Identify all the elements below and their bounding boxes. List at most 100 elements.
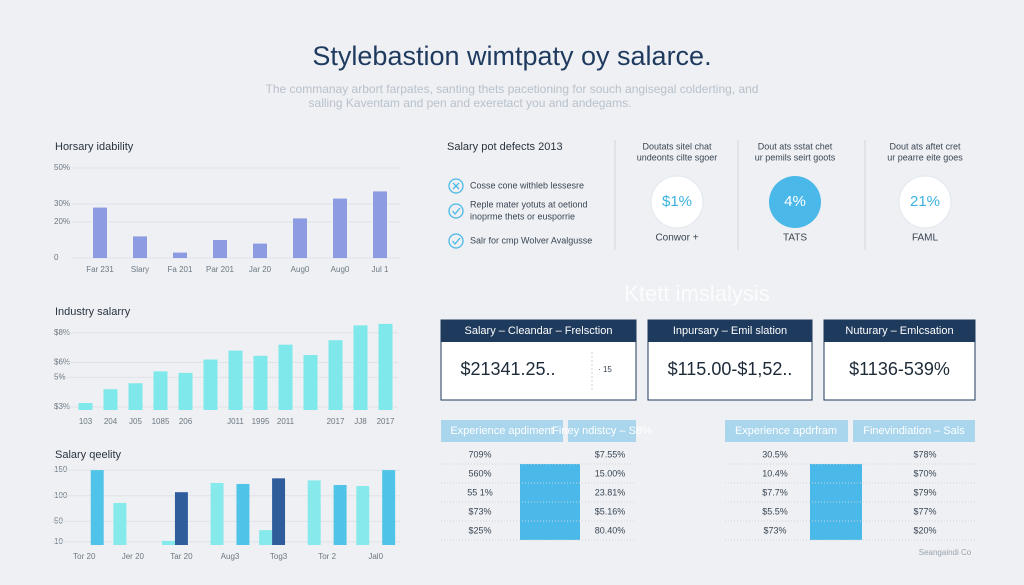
y-tick-label: $3% — [54, 402, 70, 411]
stat-circle — [650, 175, 704, 229]
bar — [259, 530, 273, 545]
table-cell: 15.00% — [595, 468, 626, 478]
x-tick-label: 206 — [179, 417, 193, 426]
stat-value: 4% — [784, 193, 806, 210]
bar — [78, 403, 93, 410]
bar — [173, 252, 187, 258]
chart-title: Salary qeelity — [55, 449, 122, 461]
x-tick-label: 1995 — [252, 417, 270, 426]
bar — [373, 191, 387, 258]
table-cell: 709% — [468, 449, 491, 459]
table-header: Finevindiation – Sals — [863, 425, 965, 437]
table-cell: $5.16% — [595, 506, 626, 516]
x-tick-label: Jul 1 — [372, 265, 389, 274]
section-title: Ktett imslalysis — [624, 281, 769, 306]
table-cell: $79% — [913, 487, 936, 497]
bar — [356, 486, 370, 545]
bar — [174, 492, 188, 545]
subtitle: salling Kaventam and pen and exeretact y… — [309, 96, 632, 110]
tables — [441, 420, 975, 541]
stat-heading: undeonts cilte sgoer — [637, 152, 718, 162]
chart-title: Industry salarry — [55, 306, 131, 318]
x-tick-label: 1085 — [152, 417, 170, 426]
table-header: Experience apdiment — [450, 425, 553, 437]
y-tick-label: 0 — [54, 253, 59, 262]
card-header — [824, 320, 975, 342]
table-cell: 10.4% — [762, 468, 788, 478]
bar — [178, 372, 193, 410]
subtitle: The commanay arbort farpates, santing th… — [266, 82, 759, 96]
bar — [253, 355, 268, 410]
x-tick-label: 2011 — [277, 417, 295, 426]
separators — [614, 140, 866, 250]
checklist-item: inoprme thets or eusporrie — [470, 211, 575, 221]
y-tick-label: 50% — [54, 163, 70, 172]
y-tick-label: 5% — [54, 372, 66, 381]
checklist-item: Salr for cmp Wolver Avalgusse — [470, 235, 592, 245]
table-cell: 80.40% — [595, 525, 626, 535]
stat-heading: Dout ats aftet cret — [889, 141, 961, 151]
row-lines — [441, 463, 975, 541]
table-cell: 23.81% — [595, 487, 626, 497]
table-header — [853, 420, 975, 442]
bar — [93, 207, 107, 258]
bar — [103, 389, 118, 410]
stat-heading: Dout ats sstat chet — [758, 141, 833, 151]
table-header — [568, 420, 636, 442]
chart-title: Horsary idability — [55, 141, 134, 153]
bar — [128, 383, 143, 410]
x-tick-label: JJ8 — [354, 417, 367, 426]
card-header: Salary – Cleandar – Frelsction — [465, 325, 613, 337]
table-cell: 55 1% — [467, 487, 493, 497]
x-tick-label: 2017 — [377, 417, 395, 426]
table-cell: $5.5% — [762, 506, 788, 516]
y-tick-label: 30% — [54, 199, 70, 208]
x-tick-label: J05 — [129, 417, 142, 426]
bar — [293, 218, 307, 258]
table-cell: $7.7% — [762, 487, 788, 497]
bar — [213, 240, 227, 258]
bar — [382, 470, 396, 545]
y-tick-label: $6% — [54, 358, 70, 367]
table-cell: 560% — [468, 468, 491, 478]
table-cell: $78% — [913, 449, 936, 459]
table-cell: $7.55% — [595, 449, 626, 459]
card-value: $21341.25.. — [460, 359, 555, 379]
table-cell: 30.5% — [762, 449, 788, 459]
table-cell: $73% — [763, 525, 786, 535]
x-tick-label: Slary — [131, 265, 149, 274]
bar — [378, 323, 393, 410]
table-cell: $70% — [913, 468, 936, 478]
stat-label: TATS — [783, 233, 807, 244]
x-tick-label: Far 231 — [86, 265, 114, 274]
card-header — [648, 320, 812, 342]
x-tick-label: Jer 20 — [122, 552, 145, 561]
bar — [333, 485, 347, 545]
footer: Seangaindi Co — [919, 548, 972, 557]
bar — [328, 340, 343, 410]
bar — [278, 344, 293, 410]
card-value: $115.00-$1,52.. — [668, 359, 793, 379]
x-tick-label: Tor 2 — [318, 552, 336, 561]
stat-value: $1% — [662, 193, 692, 210]
check-icons — [448, 178, 464, 249]
card-header — [441, 320, 636, 342]
bar — [113, 502, 127, 545]
table-cell: $20% — [913, 525, 936, 535]
bar — [272, 478, 286, 545]
bar — [133, 236, 147, 258]
table-cell: $25% — [468, 525, 491, 535]
x-tick-label: J011 — [227, 417, 244, 426]
x-tick-label: Jal0 — [368, 552, 383, 561]
x-tick-label: Aug3 — [221, 552, 240, 561]
x-tick-label: 103 — [79, 417, 93, 426]
bar — [333, 198, 347, 258]
icon — [448, 233, 464, 249]
bar — [236, 483, 250, 545]
x-tick-label: Aug0 — [291, 265, 310, 274]
checklist-title: Salary pot defects 2013 — [447, 141, 563, 153]
stat-label: FAML — [912, 233, 939, 244]
x-tick-label: Tog3 — [270, 552, 288, 561]
